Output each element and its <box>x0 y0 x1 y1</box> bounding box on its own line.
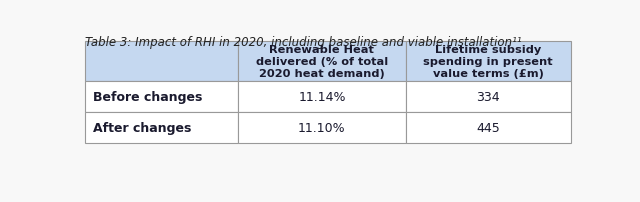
Bar <box>85 42 238 82</box>
Text: Before changes: Before changes <box>93 90 202 103</box>
Text: After changes: After changes <box>93 121 191 134</box>
Bar <box>406 82 571 112</box>
Text: Table 3: Impact of RHI in 2020, including baseline and viable installation¹¹: Table 3: Impact of RHI in 2020, includin… <box>85 36 522 49</box>
Bar <box>238 112 406 143</box>
Text: 11.10%: 11.10% <box>298 121 346 134</box>
Text: 445: 445 <box>476 121 500 134</box>
Text: Lifetime subsidy
spending in present
value terms (£m): Lifetime subsidy spending in present val… <box>423 45 553 78</box>
Bar <box>406 112 571 143</box>
Text: Renewable Heat
delivered (% of total
2020 heat demand): Renewable Heat delivered (% of total 202… <box>256 45 388 78</box>
Bar <box>406 42 571 82</box>
Bar <box>85 82 238 112</box>
Text: 11.14%: 11.14% <box>298 90 346 103</box>
Bar <box>85 112 238 143</box>
Text: 334: 334 <box>476 90 500 103</box>
Bar <box>238 82 406 112</box>
Bar <box>238 42 406 82</box>
